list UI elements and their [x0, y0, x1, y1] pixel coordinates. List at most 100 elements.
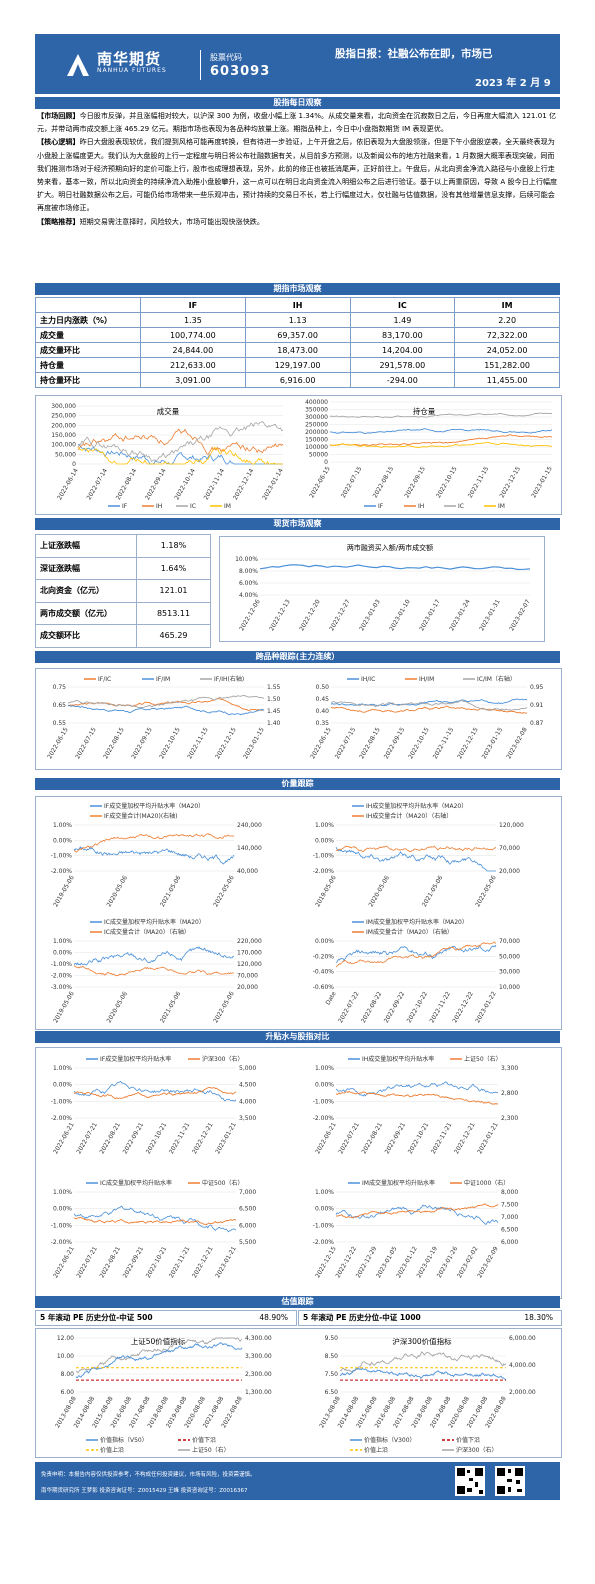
x-tick-label: 2022-08-14: [115, 467, 139, 501]
futures-header-cell: IF: [140, 297, 246, 313]
chart-title: 沪深300价值指标: [392, 1336, 452, 1346]
x-tick-label: 2022-12-06: [238, 598, 262, 632]
header-divider: [200, 50, 201, 80]
table-row: 成交量 100,774.00 69,357.00 83,170.00 72,32…: [35, 327, 560, 343]
futures-header-row: IF IH IC IM: [35, 297, 560, 313]
legend-label: 沪深300（右）: [202, 1055, 243, 1063]
x-tick-label: 2022-07-14: [86, 467, 110, 501]
legend-label: IF/IH(右轴): [214, 675, 244, 683]
strategy-text: 短期交易需注意择时，风险较大，市场可能出现快涨快跌。: [79, 216, 264, 226]
sse50-value-chart: 上证50价值指标 12.00 10.00 8.00 6.00 4,300.00 3,300.…: [54, 1335, 272, 1454]
y-tick-label: 4,500: [239, 1082, 256, 1089]
x-tick-label: 2023-01-15: [530, 465, 554, 499]
y-tick-label: 1.00%: [315, 1189, 334, 1196]
im-basis-chart: 0.00% -0.20% -0.40% -0.60% 70,000 50,000 30,00…: [313, 918, 520, 1023]
legend-label: IH: [418, 503, 424, 510]
table-cell: 14,204.00: [349, 342, 456, 358]
x-tick-label: 2022-09-15: [403, 465, 427, 499]
x-tick-label: 2022-07-21: [337, 1121, 361, 1155]
x-tick-label: 2020-05-06: [106, 990, 130, 1023]
x-tick-label: 2022-07-15: [340, 465, 364, 499]
table-cell: 72,322.00: [454, 327, 560, 343]
y-tick-label: 7,000: [501, 1214, 518, 1221]
y-tick-label: 3,300.00: [245, 1353, 272, 1360]
table-cell: 121.01: [136, 579, 211, 603]
premium-charts-box: 1.00% 0.00% -1.00% -2.00% 5,000 4,500 4,000 3,5…: [35, 1047, 562, 1299]
x-tick-label: 2022-12-21: [191, 1245, 215, 1279]
table-cell: -294.00: [349, 372, 456, 388]
table-row: 深证涨跌幅 1.64%: [35, 556, 211, 580]
y-tick-label: 0.40: [316, 708, 330, 715]
margin-ratio-line: [259, 564, 531, 571]
x-tick-label: 2022-07-21: [75, 1121, 99, 1155]
chart-title: 持仓量: [413, 406, 436, 416]
x-tick-label: 2022-05-06: [474, 874, 498, 907]
volume-series-line: [77, 446, 283, 465]
y-tick-label: 7,000: [239, 1189, 256, 1196]
legend-label: 中证1000（右）: [464, 1179, 509, 1187]
x-tick-label: 2022-06-15: [46, 726, 70, 760]
legend-label: 价值上沿: [100, 1446, 124, 1454]
y-tick-label: 0: [324, 459, 328, 466]
y-tick-label: 150,000: [51, 432, 76, 439]
y-tick-label: -2.00%: [51, 1239, 73, 1246]
y-tick-label: 200000: [305, 429, 328, 436]
futures-header-cell: IH: [244, 297, 351, 313]
y-tick-label: -0.60%: [313, 984, 335, 991]
legend-label: 中证500（右）: [202, 1179, 243, 1187]
y-tick-label: 0.45: [316, 696, 330, 703]
y-tick-label: 400000: [305, 399, 328, 406]
table-cell: 2.20: [454, 312, 560, 328]
table-row: 上证涨跌幅 1.18%: [35, 534, 211, 558]
basis-charts-box: 1.00% 0.00% -1.00% -2.00% 240,000 140,000 40,0…: [35, 796, 562, 1030]
legend-label: IH/IM: [419, 676, 434, 683]
table-cell: 129,197.00: [244, 357, 351, 373]
x-tick-label: 2022-09-15: [383, 726, 407, 760]
x-tick-label: 2022-09-21: [122, 1121, 146, 1155]
qr-code-icon[interactable]: [495, 1466, 525, 1496]
y-tick-label: 6,000: [501, 1239, 518, 1246]
row-label: 持仓量: [35, 357, 141, 373]
spread-line-3: [67, 694, 265, 709]
x-tick-label: 2022-11-15: [186, 726, 210, 760]
x-tick-label: 2022-10-15: [158, 726, 182, 760]
legend-label: IC成交量加权平均升贴水率: [100, 1179, 172, 1187]
x-tick-label: 2023-01-22: [474, 990, 498, 1023]
basis-rate-line: [335, 944, 497, 964]
x-tick-label: 2022-10-21: [407, 1121, 431, 1155]
y-tick-label: 150000: [305, 437, 328, 444]
logo-english: NANHUA FUTURES: [97, 67, 167, 74]
spread-charts-box: 0.75 0.65 0.55 1.55 1.50 1.45 1.40 IF/IC IF/IM IF…: [35, 668, 562, 770]
qr-code-icon[interactable]: [455, 1466, 485, 1496]
futures-table: IF IH IC IM 主力日内涨跌（%） 1.35 1.13 1.49 2.2…: [35, 297, 560, 388]
table-cell: 212,633.00: [140, 357, 246, 373]
row-label: 成交量环比: [35, 342, 141, 358]
x-tick-label: 2023-01-21: [476, 1121, 500, 1155]
table-row: 两市成交额（亿元） 8513.11: [35, 601, 211, 625]
oi-series-line: [329, 412, 553, 419]
legend-label: IF: [122, 503, 128, 510]
valuation-charts-box: 上证50价值指标 12.00 10.00 8.00 6.00 4,300.00 3,300.…: [35, 1328, 562, 1458]
y-tick-label: 70,000: [499, 845, 520, 852]
premium-rate-line: [73, 1080, 237, 1102]
spread-line-2: [67, 704, 265, 716]
x-tick-label: 2022-08-15: [358, 726, 382, 760]
legend-label: IC成交量加权平均升贴水率（MA20）: [104, 918, 205, 926]
y-tick-label: 0.95: [530, 684, 544, 691]
y-tick-label: 2,300.00: [245, 1371, 272, 1378]
x-tick-label: 2022-10-22: [406, 990, 430, 1023]
x-tick-label: 2022-12-20: [298, 598, 322, 632]
y-tick-label: 0.00%: [315, 837, 334, 844]
x-tick-label: 2022-08-15: [372, 465, 396, 499]
row-label: 上证涨跌幅: [35, 534, 137, 558]
table-cell: 1.64%: [136, 556, 211, 580]
y-tick-label: 6.50: [325, 1389, 339, 1396]
x-tick-label: 2022-12-21: [191, 1121, 215, 1155]
y-tick-label: 1.00%: [53, 822, 72, 829]
y-tick-label: 0.91: [530, 702, 544, 709]
chart-title: 两市融资买入额/两市成交额: [347, 543, 433, 552]
index-line: [75, 1337, 242, 1373]
ih-spread-chart: 0.50 0.45 0.40 0.35 0.95 0.91 0.87 IH/IC IH/IM IC…: [309, 675, 544, 760]
if-premium-chart: 1.00% 0.00% -1.00% -2.00% 5,000 4,500 4,000 3,5…: [51, 1055, 257, 1155]
y-tick-label: 2,000.00: [509, 1389, 536, 1396]
